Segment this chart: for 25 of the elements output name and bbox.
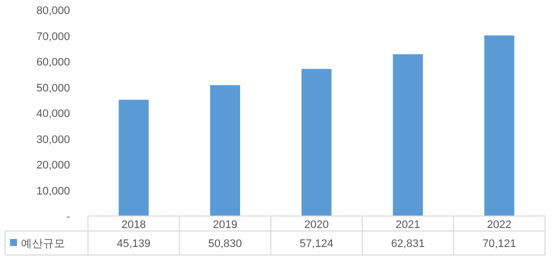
bar (118, 100, 149, 216)
x-tick-label: 2021 (396, 219, 420, 231)
x-tick-label: 2020 (304, 219, 329, 231)
text: 50,830 (208, 238, 242, 250)
text: 57,124 (300, 238, 334, 250)
text: 70,121 (482, 238, 516, 250)
y-tick-label: 30,000 (36, 134, 70, 146)
bar (302, 68, 332, 216)
y-tick-label: 60,000 (36, 56, 70, 68)
y-tick-label: 50,000 (36, 82, 70, 94)
x-tick-label: 2018 (121, 219, 146, 231)
y-tick-label: 70,000 (36, 30, 70, 43)
bar (392, 54, 423, 216)
bar (210, 85, 240, 216)
y-tick-label: 10,000 (36, 185, 70, 198)
text: 62,831 (391, 238, 425, 250)
legend-label: 예산규모 (21, 238, 65, 250)
x-tick-label: 2019 (212, 219, 238, 231)
y-tick-label: 40,000 (36, 108, 70, 120)
x-tick-label: 2022 (487, 219, 512, 231)
y-tick-label: - (66, 211, 70, 223)
bar (484, 35, 514, 216)
text: 45,139 (116, 238, 151, 250)
y-tick-label: 20,000 (36, 160, 70, 172)
y-tick-label: 80,000 (36, 5, 70, 17)
